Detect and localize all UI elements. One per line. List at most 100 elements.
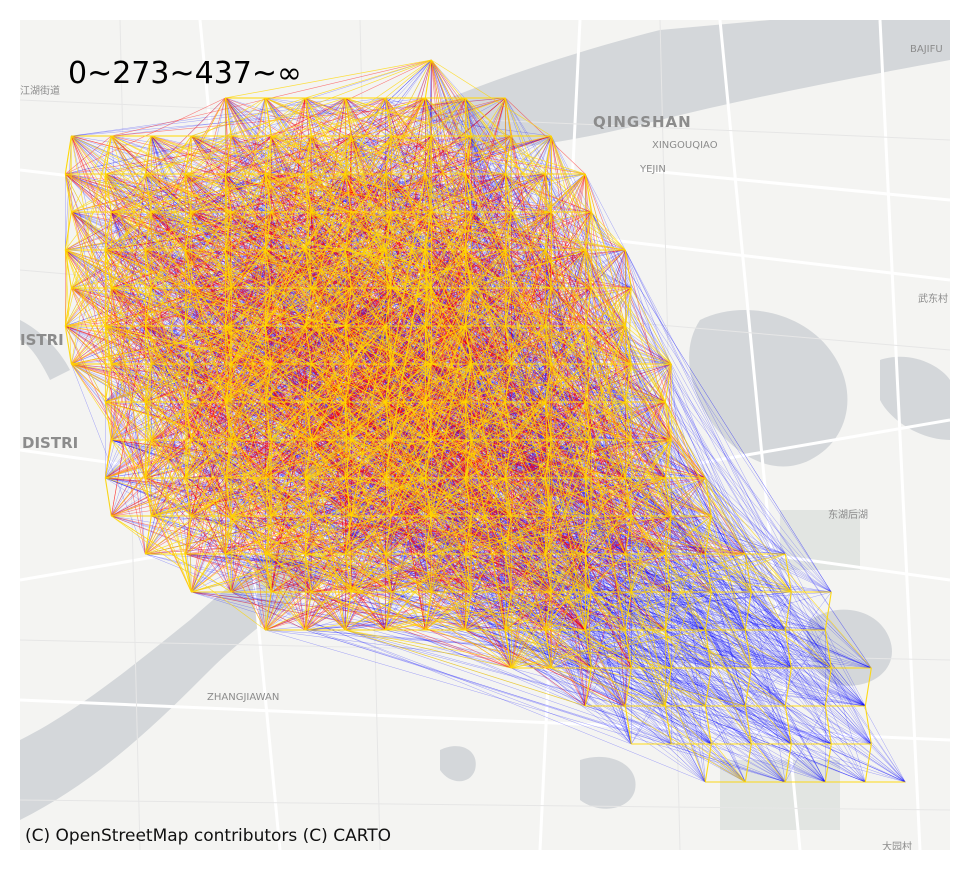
flow-line	[671, 439, 792, 593]
od-flow-network	[64, 59, 906, 783]
flow-line	[71, 249, 266, 289]
flow-line	[70, 173, 106, 365]
flow-line	[831, 667, 866, 707]
flow-line	[625, 325, 672, 365]
flow-line	[505, 629, 552, 669]
east-lake	[689, 310, 848, 467]
flow-line	[385, 59, 432, 99]
flow-line	[510, 249, 546, 365]
flow-line	[631, 287, 832, 593]
lake-southwest	[440, 746, 476, 782]
flow-line	[625, 629, 832, 745]
flow-line	[585, 553, 632, 593]
flow-line	[665, 477, 832, 593]
flow-line	[625, 249, 792, 593]
park-2	[720, 760, 840, 830]
flow-line	[65, 135, 112, 175]
flow-line	[111, 249, 306, 289]
flow-line	[191, 591, 626, 707]
flow-line	[465, 629, 672, 669]
flow-line	[390, 249, 426, 441]
river-upper	[420, 20, 950, 150]
flow-line	[464, 173, 512, 289]
flow-line	[785, 629, 832, 669]
flow-line	[345, 629, 552, 669]
flow-line	[625, 249, 792, 669]
flow-line	[591, 211, 906, 783]
flow-line	[551, 667, 666, 707]
flow-line	[110, 135, 146, 251]
flow-line	[665, 705, 872, 745]
flow-line	[631, 287, 672, 365]
flow-line	[671, 667, 866, 707]
flow-line	[351, 401, 546, 517]
flow-line	[230, 325, 266, 441]
flow-line	[151, 211, 346, 251]
flow-line	[544, 515, 592, 631]
flow-line	[71, 97, 346, 137]
flow-line	[591, 591, 626, 631]
flow-line	[505, 287, 632, 479]
flow-line	[265, 553, 472, 593]
flow-line	[584, 249, 632, 365]
flow-line	[144, 477, 192, 593]
map-canvas[interactable]: QINGSHAN XINGOUQIAO YEJIN BAJIFU ZHANGJI…	[20, 20, 950, 850]
lake-south	[580, 756, 636, 809]
flow-line	[745, 629, 792, 745]
park-1	[780, 510, 860, 570]
flow-line	[551, 401, 666, 593]
flow-line	[111, 211, 386, 327]
flow-line	[191, 363, 386, 631]
flow-line	[471, 249, 506, 289]
flow-line	[591, 211, 626, 251]
flow-line	[430, 477, 466, 593]
flow-line	[305, 629, 786, 783]
river-lower	[20, 540, 320, 820]
flow-line	[190, 477, 226, 593]
flow-line	[345, 629, 586, 707]
flow-line	[711, 629, 746, 669]
flow-line	[545, 173, 672, 365]
flow-line	[191, 97, 306, 137]
flow-line	[190, 287, 226, 403]
flow-line	[544, 249, 592, 365]
flow-line	[550, 249, 586, 441]
river-left	[20, 320, 70, 380]
flow-line	[271, 591, 466, 631]
flow-line	[65, 211, 272, 251]
flow-line	[551, 135, 872, 745]
flow-line	[671, 591, 786, 707]
flow-line	[311, 591, 346, 631]
flow-line	[665, 629, 792, 745]
flow-line	[65, 325, 192, 593]
flow-line	[630, 591, 666, 707]
flow-line	[430, 135, 466, 251]
flow-line	[625, 363, 672, 403]
lake-east-3	[806, 609, 892, 686]
flow-line	[631, 363, 666, 479]
flow-line	[264, 515, 312, 631]
flow-line	[345, 629, 512, 669]
flow-line	[385, 591, 512, 631]
flow-line	[831, 667, 866, 783]
flow-line	[550, 401, 586, 593]
flow-line	[584, 325, 632, 517]
flow-line	[145, 287, 272, 327]
flow-line	[191, 591, 786, 783]
flow-line	[471, 515, 826, 631]
flow-line	[591, 667, 866, 707]
flow-line	[345, 135, 472, 175]
flow-line	[305, 629, 672, 745]
flow-line	[191, 591, 386, 631]
flow-line	[585, 173, 866, 707]
flow-line	[225, 211, 352, 403]
flow-line	[585, 477, 792, 593]
flow-line	[465, 629, 512, 669]
flow-line	[425, 287, 472, 327]
flow-line	[265, 629, 786, 783]
flow-line	[825, 705, 872, 745]
flow-line	[305, 439, 432, 555]
flow-line	[431, 97, 466, 137]
flow-line	[591, 211, 866, 783]
flow-line	[711, 629, 826, 745]
